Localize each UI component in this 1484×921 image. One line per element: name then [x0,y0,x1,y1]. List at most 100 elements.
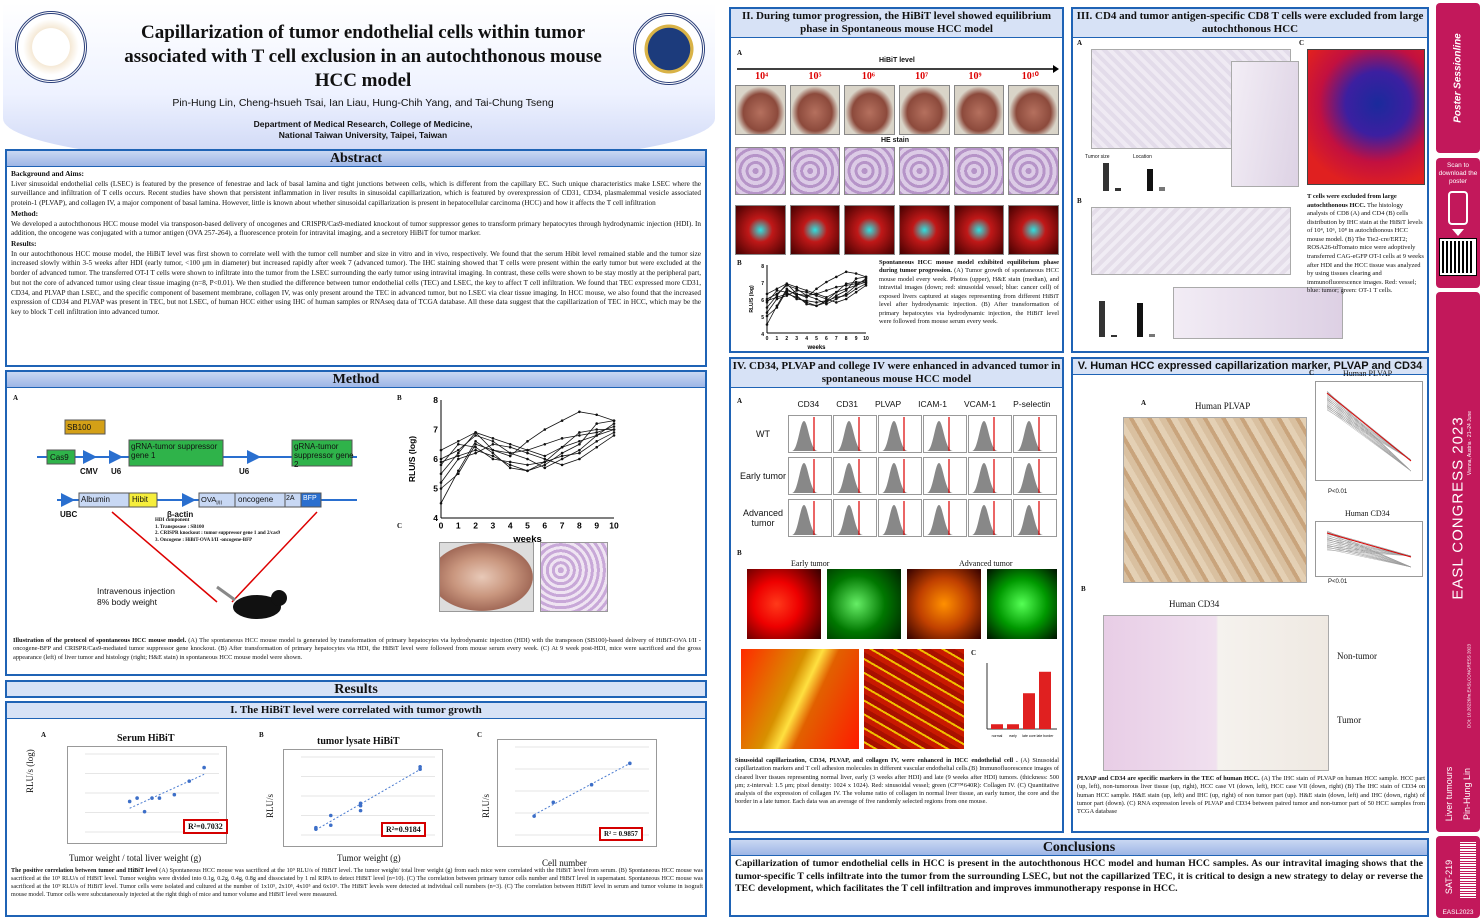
method-section: Method A SB100 Cas9 CMV U6 gRNA-tumor su… [5,370,707,676]
paired-line [1326,540,1412,568]
panel-label: A [1141,399,1147,407]
x-tick-label: 3 [491,521,496,531]
histogram-frame [968,499,1012,537]
panel-label: A [41,731,47,739]
panel-label: A [737,397,743,405]
flow-histogram [878,415,922,453]
marker-label: CD34 [797,399,820,409]
data-point [825,301,828,304]
affiliation-line: Department of Medical Research, College … [253,119,473,129]
data-point [418,767,422,771]
paired-line [1326,400,1412,472]
marker-label: CD31 [836,399,858,409]
data-point [457,451,460,455]
stage-image [735,85,786,135]
early-green-image [827,569,901,639]
download-panel[interactable]: Scan to download the poster [1436,158,1480,288]
qr-code-icon[interactable] [1439,238,1477,277]
histogram-fill [792,505,818,535]
data-point [854,290,858,294]
bactin-label: β-actin [167,510,194,519]
axis-label: Cell number [542,858,587,868]
data-point [844,289,848,292]
collagen-bar-chart: normal early late core late border [986,663,1057,738]
sessionline-brand[interactable]: Poster Sessionline [1436,3,1480,153]
data-point [628,761,632,766]
data-point [825,280,828,284]
x-tick-label: 7 [560,521,565,531]
data-point [578,448,581,452]
data-point [543,463,547,467]
histogram-fill [972,463,998,493]
congress-name: EASL CONGRESS 2023 [1449,416,1467,600]
data-point [835,290,838,294]
poster-title: Capillarization of tumor endothelial cel… [103,21,623,93]
section-4: IV. CD34, PLVAP and college IV were enha… [729,357,1064,833]
data-point [835,275,838,279]
x-tick-label: normal [992,734,1003,738]
scan-text: download the [1438,169,1478,177]
poster-code: SAT-219 [1444,859,1455,895]
data-point [439,463,443,467]
data-point [815,301,818,304]
data-point [314,825,318,830]
plot-frame [497,739,657,847]
paired-line [1326,392,1412,472]
he-label: HE stain [881,137,910,144]
histogram-fill [927,463,953,493]
caption-title: PLVAP and CD34 are specific markers in t… [1077,775,1260,782]
x-tick-label: 5 [815,336,818,342]
p-value: P<0.01 [1328,489,1348,495]
injection-note: Intravenous injection 8% body weight [97,586,175,609]
data-point [595,428,598,431]
histogram-frame [1013,457,1057,495]
panel-label: C [971,649,977,657]
section-3-caption: T cells were excluded from large autocht… [1307,193,1425,296]
hibit-level-arrow [737,65,1059,73]
data-point [560,445,564,449]
authors: Pin-Hung Lin, Cheng-hsueh Tsai, Ian Liau… [172,97,554,109]
panel-title: Human PLVAP [1195,401,1251,411]
data-point [358,801,363,806]
stage-image [735,205,786,255]
flow-histogram [788,415,832,453]
college-logo [633,13,705,85]
injection-line: Intravenous injection [97,586,175,596]
grna1-label: gRNA-tumor suppressor gene 1 [131,442,218,461]
flow-histogram [1013,415,1057,453]
data-point [474,434,477,437]
data-point [795,292,798,296]
x-tick-label: 6 [825,336,828,342]
oncogene-label: oncogene [238,495,274,504]
data-point [560,463,564,467]
x-tick-label: 8 [577,521,582,531]
x-axis-label: weeks [806,345,826,351]
subsection-heading: III. CD4 and tumor antigen-specific CD8 … [1073,9,1427,39]
data-point [612,419,616,422]
stage-image [899,205,950,255]
subsection-heading: I. The HiBiT level were correlated with … [7,703,705,720]
data-point [854,284,858,287]
data-point [775,296,779,299]
data-point [532,814,536,818]
y-tick-label: 5 [433,484,438,494]
hdi-item: 2. CRISPR knockout : tumor suppressor ge… [155,531,281,536]
data-point [508,463,512,467]
axis-label: RLU/s [481,793,491,818]
data-point [439,501,443,505]
data-point [765,292,769,296]
histogram-fill [927,421,953,451]
abstract-section: Abstract Background and Aims: Liver sinu… [5,149,707,367]
congress-panel: EASL CONGRESS 2023 Vienna, Austria · 21–… [1436,292,1480,832]
histogram-fill [972,505,998,535]
x-tick-label: 9 [594,521,599,531]
data-point [560,419,564,422]
he-histology [540,542,608,612]
p-value: P<0.01 [1328,579,1348,585]
caption-title: T cells were excluded from large autocht… [1307,193,1397,209]
cd34-paired-plot [1315,521,1423,577]
cas9-label: Cas9 [50,453,69,462]
stage-image [844,147,896,195]
paired-line [1326,408,1412,472]
paragraph: We developed a autochthonous HCC mouse m… [11,219,701,238]
